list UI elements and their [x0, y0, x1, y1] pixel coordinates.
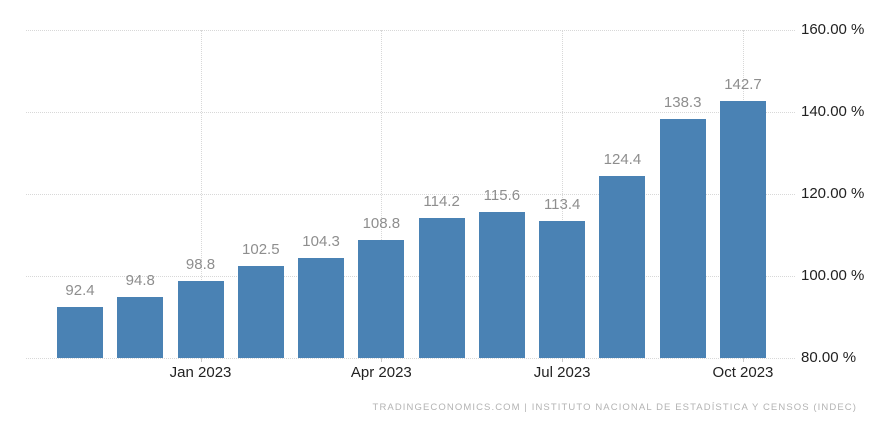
x-gridline [200, 30, 202, 358]
bar-value-label: 114.2 [423, 192, 460, 210]
y-axis-label: 120.00 % [801, 185, 865, 202]
bar-value-label: 138.3 [663, 93, 702, 111]
x-gridline [381, 30, 383, 358]
x-gridline [562, 30, 564, 358]
bar-value-label: 102.5 [242, 240, 280, 258]
y-gridline [26, 276, 795, 277]
y-gridline [26, 194, 795, 195]
x-axis-tick [742, 358, 744, 362]
bar[interactable] [57, 307, 103, 358]
y-axis-label: 160.00 % [801, 21, 865, 38]
y-gridline [26, 30, 795, 31]
y-gridline [26, 112, 795, 113]
bar[interactable] [599, 175, 646, 358]
y-gridline [26, 358, 795, 359]
bar-value-label: 92.4 [65, 282, 95, 300]
x-axis-tick [381, 358, 383, 362]
y-axis-label: 140.00 % [801, 103, 865, 120]
bar-value-label: 113.4 [543, 196, 581, 214]
attribution-text: TRADINGECONOMICS.COM | INSTITUTO NACIONA… [372, 402, 857, 413]
x-axis-tick [200, 358, 202, 362]
bar-value-label: 94.8 [125, 272, 155, 290]
bar[interactable] [478, 212, 525, 358]
y-axis-label: 100.00 % [801, 267, 865, 284]
bar-value-label: 98.8 [185, 255, 216, 273]
x-axis-label: Jan 2023 [169, 364, 232, 381]
bar-value-label: 104.3 [302, 233, 340, 251]
bar[interactable] [298, 258, 345, 358]
bar[interactable] [358, 239, 405, 358]
bar-value-label: 142.7 [724, 75, 762, 93]
y-axis-label: 80.00 % [801, 349, 857, 366]
bar-value-label: 124.4 [603, 150, 642, 168]
x-axis-label: Oct 2023 [712, 364, 774, 381]
bar-value-label: 108.8 [362, 214, 401, 232]
x-axis-tick [562, 358, 564, 362]
x-axis-label: Jul 2023 [533, 364, 591, 381]
bar[interactable] [659, 118, 706, 358]
bar[interactable] [719, 100, 766, 358]
bar[interactable] [177, 280, 224, 358]
bar[interactable] [539, 221, 586, 358]
bar[interactable] [418, 217, 465, 358]
bar[interactable] [237, 265, 284, 358]
bar-value-label: 115.6 [483, 187, 521, 205]
bar[interactable] [117, 297, 164, 358]
x-axis-label: Apr 2023 [350, 364, 412, 381]
